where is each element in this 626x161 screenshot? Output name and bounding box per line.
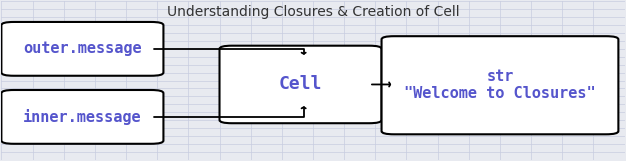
Text: outer.message: outer.message	[23, 41, 141, 56]
Text: str
"Welcome to Closures": str "Welcome to Closures"	[404, 69, 596, 101]
FancyBboxPatch shape	[220, 46, 382, 123]
Text: Understanding Closures & Creation of Cell: Understanding Closures & Creation of Cel…	[167, 5, 459, 19]
FancyBboxPatch shape	[1, 22, 163, 76]
FancyBboxPatch shape	[382, 36, 618, 134]
Text: inner.message: inner.message	[23, 109, 141, 125]
FancyBboxPatch shape	[1, 90, 163, 144]
Text: Cell: Cell	[279, 76, 322, 93]
